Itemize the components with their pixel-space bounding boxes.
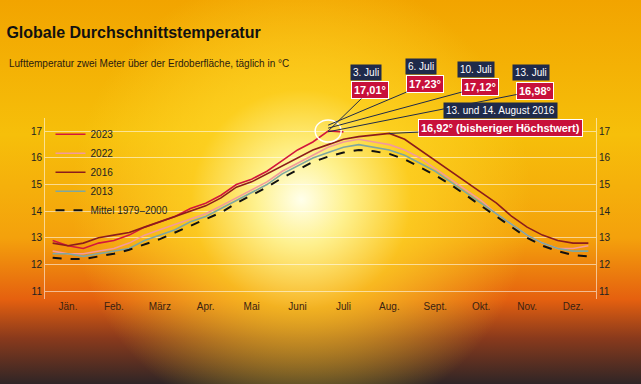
- svg-text:Globale Durchschnittstemperatu: Globale Durchschnittstemperatur: [6, 24, 260, 41]
- svg-text:2016: 2016: [91, 167, 114, 178]
- svg-text:Jän.: Jän.: [59, 301, 78, 312]
- svg-text:Aug.: Aug.: [379, 301, 400, 312]
- svg-text:3. Juli: 3. Juli: [353, 67, 379, 78]
- svg-text:Okt.: Okt.: [472, 301, 490, 312]
- svg-text:März: März: [149, 301, 171, 312]
- svg-text:17,12°: 17,12°: [464, 81, 496, 93]
- svg-text:11: 11: [32, 286, 43, 297]
- svg-text:17,01°: 17,01°: [354, 84, 386, 96]
- svg-text:Feb.: Feb.: [104, 301, 124, 312]
- svg-text:17: 17: [599, 126, 611, 137]
- svg-text:14: 14: [599, 206, 611, 217]
- svg-text:12: 12: [599, 259, 611, 270]
- svg-text:15: 15: [31, 179, 43, 190]
- svg-text:14: 14: [31, 206, 43, 217]
- svg-text:16: 16: [31, 152, 43, 163]
- svg-text:16,98°: 16,98°: [519, 85, 551, 97]
- svg-text:Sept.: Sept.: [424, 301, 447, 312]
- svg-text:12: 12: [31, 259, 43, 270]
- svg-text:13. und 14. August 2016: 13. und 14. August 2016: [446, 105, 555, 116]
- svg-text:2013: 2013: [91, 186, 114, 197]
- svg-text:13. Juli: 13. Juli: [515, 67, 547, 78]
- svg-text:Dez.: Dez.: [563, 301, 584, 312]
- svg-text:6. Juli: 6. Juli: [408, 61, 434, 72]
- svg-text:10. Juli: 10. Juli: [460, 64, 492, 75]
- svg-text:11: 11: [599, 286, 610, 297]
- svg-text:Mittel 1979–2000: Mittel 1979–2000: [91, 205, 168, 216]
- svg-text:Nov.: Nov.: [517, 301, 537, 312]
- svg-text:17,23°: 17,23°: [409, 78, 441, 90]
- svg-text:16: 16: [599, 152, 611, 163]
- svg-text:13: 13: [599, 232, 611, 243]
- svg-text:17: 17: [31, 126, 43, 137]
- svg-text:Apr.: Apr.: [197, 301, 215, 312]
- svg-text:15: 15: [599, 179, 611, 190]
- svg-text:16,92° (bisheriger Höchstwert): 16,92° (bisheriger Höchstwert): [421, 122, 580, 134]
- svg-text:Juni: Juni: [288, 301, 306, 312]
- svg-text:2022: 2022: [91, 148, 114, 159]
- svg-text:Lufttemperatur zwei Meter über: Lufttemperatur zwei Meter über der Erdob…: [9, 58, 289, 69]
- svg-text:Mai: Mai: [244, 301, 260, 312]
- svg-text:Juli: Juli: [336, 301, 351, 312]
- svg-text:13: 13: [31, 232, 43, 243]
- svg-text:2023: 2023: [91, 129, 114, 140]
